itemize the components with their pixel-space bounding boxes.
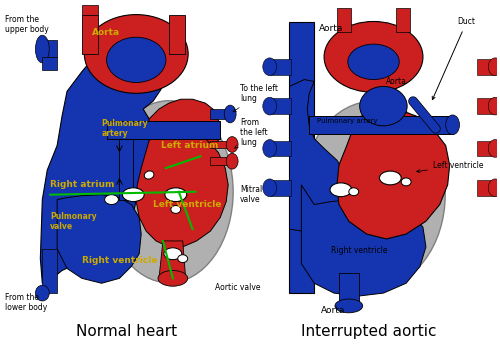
Polygon shape [270, 141, 291, 156]
Polygon shape [42, 249, 57, 293]
Ellipse shape [488, 97, 500, 115]
Ellipse shape [302, 101, 445, 288]
Polygon shape [120, 131, 134, 200]
Text: Right ventricle: Right ventricle [82, 256, 158, 265]
Ellipse shape [263, 97, 276, 115]
Polygon shape [210, 109, 230, 119]
Ellipse shape [178, 255, 188, 262]
Text: To the left
lung: To the left lung [233, 84, 278, 112]
Ellipse shape [263, 179, 276, 197]
Polygon shape [339, 273, 358, 303]
Ellipse shape [488, 58, 500, 76]
Ellipse shape [158, 271, 188, 286]
Text: Duct: Duct [432, 18, 476, 100]
Polygon shape [396, 8, 410, 32]
Text: Aorta: Aorta [92, 28, 120, 37]
Polygon shape [310, 116, 452, 134]
Polygon shape [82, 15, 98, 54]
Ellipse shape [380, 171, 401, 185]
Ellipse shape [171, 205, 180, 214]
Polygon shape [82, 5, 98, 15]
Polygon shape [478, 141, 495, 156]
Polygon shape [42, 40, 57, 57]
Text: Interrupted aortic: Interrupted aortic [301, 324, 436, 339]
Ellipse shape [122, 188, 144, 202]
Text: Left ventricle: Left ventricle [416, 161, 484, 173]
Text: Mitral
valve: Mitral valve [240, 185, 262, 204]
Polygon shape [337, 109, 450, 239]
Text: From the
lower body: From the lower body [5, 293, 47, 313]
Text: From the
upper body: From the upper body [5, 15, 49, 34]
Ellipse shape [226, 153, 238, 169]
Ellipse shape [224, 105, 236, 123]
Ellipse shape [446, 115, 460, 135]
Ellipse shape [263, 58, 276, 76]
Ellipse shape [104, 101, 233, 283]
Polygon shape [159, 241, 186, 278]
Polygon shape [478, 59, 495, 75]
Ellipse shape [165, 188, 186, 202]
Polygon shape [290, 22, 314, 293]
Polygon shape [42, 57, 57, 70]
Ellipse shape [263, 140, 276, 157]
Ellipse shape [349, 188, 358, 196]
Polygon shape [302, 185, 426, 296]
Text: Aorta: Aorta [321, 306, 345, 315]
Ellipse shape [401, 178, 411, 186]
Ellipse shape [360, 86, 407, 126]
Polygon shape [136, 129, 228, 247]
Text: Aortic valve: Aortic valve [216, 283, 261, 292]
Polygon shape [290, 79, 351, 234]
Ellipse shape [36, 285, 49, 301]
Polygon shape [270, 180, 291, 196]
Ellipse shape [164, 248, 182, 260]
Text: Left ventricle: Left ventricle [153, 200, 222, 209]
Polygon shape [57, 195, 141, 283]
Text: From
the left
lung: From the left lung [235, 118, 268, 148]
Polygon shape [270, 59, 291, 75]
Text: Pulmonary
valve: Pulmonary valve [50, 211, 97, 231]
Ellipse shape [36, 35, 49, 63]
Ellipse shape [488, 140, 500, 157]
Ellipse shape [335, 299, 362, 313]
Text: Pulmonary artery: Pulmonary artery [317, 118, 378, 124]
Ellipse shape [330, 183, 352, 197]
Polygon shape [270, 98, 291, 114]
Polygon shape [106, 121, 220, 139]
Ellipse shape [324, 21, 423, 92]
Ellipse shape [348, 44, 399, 79]
Ellipse shape [226, 136, 238, 152]
Text: Right atrium: Right atrium [50, 180, 114, 189]
Ellipse shape [488, 179, 500, 197]
Text: Left atrium: Left atrium [161, 141, 218, 150]
Text: Pulmonary
artery: Pulmonary artery [102, 119, 148, 139]
Ellipse shape [104, 195, 118, 204]
Text: Normal heart: Normal heart [76, 324, 177, 339]
Polygon shape [478, 98, 495, 114]
Polygon shape [337, 8, 351, 32]
Ellipse shape [106, 37, 166, 83]
Polygon shape [210, 157, 232, 165]
Ellipse shape [84, 15, 188, 93]
Text: Aorta: Aorta [319, 25, 344, 34]
Polygon shape [40, 44, 163, 283]
Polygon shape [210, 141, 232, 148]
Polygon shape [478, 180, 495, 196]
Ellipse shape [144, 171, 154, 179]
Text: Right ventricle: Right ventricle [331, 246, 388, 255]
Text: Aorta: Aorta [386, 77, 407, 86]
Polygon shape [169, 15, 184, 54]
Polygon shape [149, 99, 220, 165]
